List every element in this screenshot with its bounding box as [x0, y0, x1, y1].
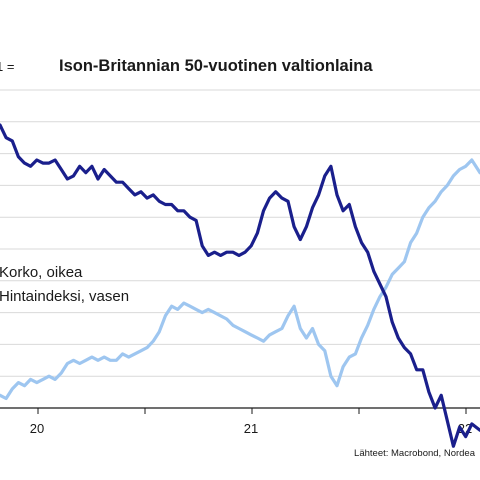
source-note: Lähteet: Macrobond, Nordea — [354, 448, 476, 459]
series-layer — [0, 123, 480, 448]
chart-title: Ison-Britannian 50-vuotinen valtionlaina — [59, 57, 373, 75]
top-left-note: 1 = — [0, 59, 14, 74]
x-tick-label-21: 21 — [244, 421, 258, 436]
horizontal-gridlines — [0, 89, 480, 377]
legend: Korko, oikea Hintaindeksi, vasen — [0, 264, 129, 305]
legend-label-1: Hintaindeksi, vasen — [0, 288, 129, 305]
series-line-0 — [0, 123, 480, 448]
x-axis: 20 21 22 — [0, 407, 480, 436]
legend-label-0: Korko, oikea — [0, 264, 83, 281]
x-tick-label-20: 20 — [30, 421, 44, 436]
series-line-1 — [0, 158, 480, 401]
